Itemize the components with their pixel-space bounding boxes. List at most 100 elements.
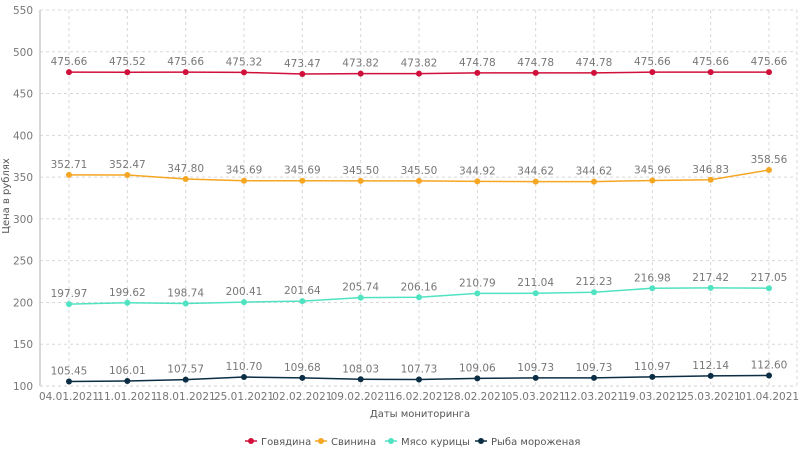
data-label: 109.73	[517, 362, 554, 374]
legend-label: Свинина	[331, 437, 376, 448]
series-1: 352.71 352.47 347.80 345.69 345.69 345.50 345.…	[51, 154, 788, 185]
data-label: 109.68	[284, 362, 321, 374]
data-point	[766, 69, 772, 76]
y-tick-label: 450	[13, 89, 33, 101]
data-label: 107.57	[167, 364, 204, 376]
data-point	[299, 298, 306, 305]
data-point	[299, 374, 306, 381]
y-tick-label: 300	[13, 214, 33, 226]
data-label: 110.70	[226, 361, 263, 373]
legend-marker-dot	[388, 438, 394, 444]
data-point	[416, 294, 422, 301]
data-point	[591, 69, 597, 76]
data-label: 217.05	[751, 272, 788, 284]
data-label: 108.03	[342, 363, 379, 375]
y-tick-label: 350	[13, 172, 33, 184]
legend-label: Мясо курицы	[401, 437, 470, 448]
y-axis-ticks: 100 150 200 250 300 350 400 450 500 550	[13, 5, 33, 393]
series-0: 475.66 475.52 475.66 475.32 473.47 473.82 473.…	[51, 56, 788, 77]
legend-label: Говядина	[261, 437, 311, 448]
data-label: 473.47	[284, 58, 321, 70]
data-label: 105.45	[51, 365, 88, 377]
data-label: 210.79	[459, 277, 496, 289]
data-label: 475.32	[226, 56, 263, 68]
data-point	[182, 376, 189, 383]
data-label: 474.78	[459, 57, 496, 69]
data-point	[299, 70, 306, 77]
data-label: 352.71	[51, 159, 88, 171]
data-label: 197.97	[51, 288, 88, 300]
y-tick-label: 250	[13, 256, 33, 268]
data-label: 474.78	[517, 57, 554, 69]
data-point	[649, 177, 656, 184]
data-point	[766, 285, 772, 292]
data-point	[474, 375, 481, 382]
data-label: 473.82	[401, 58, 438, 70]
data-label: 107.73	[401, 364, 438, 376]
data-label: 474.78	[576, 57, 613, 69]
x-tick-label: 09.02.2021	[331, 391, 391, 403]
data-label: 358.56	[751, 154, 788, 166]
data-point	[357, 376, 364, 383]
legend-marker-dot	[478, 438, 484, 444]
data-point	[416, 177, 422, 184]
data-label: 206.16	[401, 281, 438, 293]
y-tick-label: 200	[13, 297, 33, 309]
data-label: 345.50	[342, 165, 379, 177]
data-point	[591, 178, 597, 185]
data-point	[241, 299, 247, 306]
data-point	[241, 374, 247, 381]
data-label: 345.50	[401, 165, 438, 177]
data-point	[66, 378, 72, 385]
data-label: 347.80	[167, 163, 204, 175]
x-tick-label: 01.04.2021	[739, 391, 799, 403]
data-point	[357, 294, 364, 301]
data-point	[182, 300, 189, 307]
data-point	[649, 69, 656, 76]
data-point	[124, 172, 131, 179]
data-point	[474, 290, 481, 297]
x-tick-label: 28.02.2021	[447, 391, 507, 403]
data-point	[707, 372, 714, 379]
data-point	[707, 176, 714, 183]
data-point	[532, 290, 539, 297]
data-label: 106.01	[109, 365, 146, 377]
data-point	[416, 70, 422, 77]
data-point	[416, 376, 422, 383]
data-label: 110.97	[634, 361, 671, 373]
series-3: 105.45 106.01 107.57 110.70 109.68 108.03 107.…	[51, 359, 788, 385]
data-label: 112.60	[751, 359, 788, 371]
data-label: 109.73	[576, 362, 613, 374]
data-point	[124, 377, 131, 384]
data-point	[66, 301, 72, 308]
data-point	[182, 69, 189, 76]
data-point	[474, 69, 481, 76]
legend-label: Рыба мороженая	[491, 437, 580, 448]
data-point	[532, 374, 539, 381]
data-label: 473.82	[342, 58, 379, 70]
y-tick-label: 400	[13, 130, 33, 142]
data-label: 201.64	[284, 285, 321, 297]
data-point	[66, 69, 72, 76]
data-label: 475.66	[751, 56, 788, 68]
x-tick-label: 25.03.2021	[681, 391, 741, 403]
data-point	[532, 178, 539, 185]
x-tick-label: 18.01.2021	[156, 391, 216, 403]
data-point	[532, 69, 539, 76]
grid	[39, 9, 798, 387]
legend-marker-dot	[248, 438, 254, 444]
data-point	[591, 374, 597, 381]
data-label: 216.98	[634, 272, 671, 284]
data-point	[66, 171, 72, 178]
data-label: 475.66	[51, 56, 88, 68]
data-point	[357, 177, 364, 184]
legend-marker-dot	[318, 438, 324, 444]
data-label: 475.66	[167, 56, 204, 68]
x-tick-label: 02.02.2021	[272, 391, 332, 403]
legend-item: Мясо курицы	[385, 437, 470, 448]
data-point	[241, 69, 247, 76]
data-label: 345.69	[284, 165, 321, 177]
x-tick-label: 16.02.2021	[389, 391, 449, 403]
data-label: 212.23	[576, 276, 613, 288]
